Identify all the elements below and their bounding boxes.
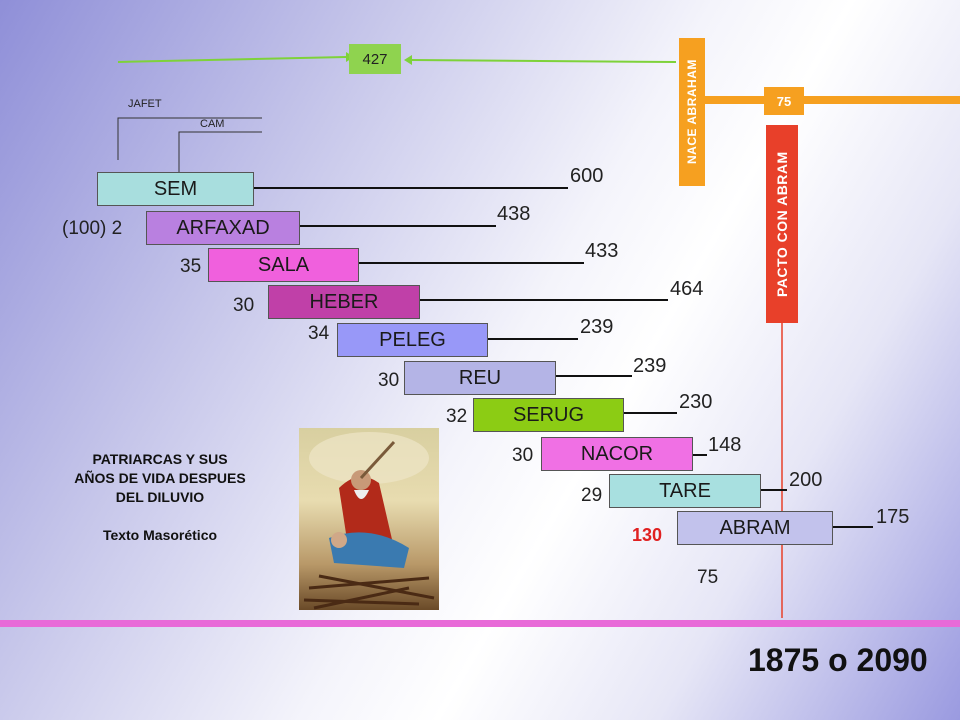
caption-line1: PATRIARCAS Y SUS bbox=[92, 451, 228, 467]
right-arrow bbox=[411, 59, 677, 63]
cam-label: CAM bbox=[200, 118, 225, 130]
offset-value: (100) 2 bbox=[62, 218, 123, 239]
patriarch-box-reu: REU bbox=[404, 361, 556, 395]
pacto-marker-value: 75 bbox=[776, 93, 792, 109]
jafet-bracket bbox=[117, 117, 262, 160]
caption-line3: DEL DILUVIO bbox=[115, 489, 205, 505]
patriarch-name: REU bbox=[458, 366, 502, 389]
patriarch-name: SERUG bbox=[512, 403, 585, 426]
years-value: 148 bbox=[708, 434, 742, 456]
years-value: 230 bbox=[679, 391, 713, 413]
patriarch-name: HEBER bbox=[309, 290, 379, 313]
nace-abraham-bar: NACE ABRAHAM bbox=[679, 38, 705, 186]
right-arrowhead-icon bbox=[404, 55, 412, 65]
lifespan-line bbox=[359, 262, 584, 264]
lifespan-line bbox=[624, 412, 677, 414]
patriarch-name: PELEG bbox=[379, 328, 446, 351]
patriarch-name: NACOR bbox=[580, 442, 654, 465]
patriarch-name: ARFAXAD bbox=[176, 216, 270, 239]
patriarch-name: ABRAM bbox=[719, 516, 791, 539]
offset-value-red: 130 bbox=[632, 525, 663, 545]
caption: PATRIARCAS Y SUS AÑOS DE VIDA DESPUES DE… bbox=[40, 450, 280, 545]
cam-bracket bbox=[178, 131, 262, 175]
patriarch-box-peleg: PELEG bbox=[337, 323, 488, 357]
years-value: 438 bbox=[497, 203, 531, 225]
patriarch-name: SALA bbox=[257, 253, 310, 276]
years-value: 200 bbox=[789, 469, 823, 491]
patriarch-box-sala: SALA bbox=[208, 248, 359, 282]
offset-value: 30 bbox=[512, 445, 534, 466]
lifespan-line bbox=[420, 299, 668, 301]
offset-value: 32 bbox=[446, 406, 468, 427]
offset-value: 29 bbox=[581, 485, 603, 506]
years-value: 239 bbox=[633, 355, 667, 377]
lifespan-line bbox=[488, 338, 578, 340]
lifespan-line bbox=[254, 187, 568, 189]
lifespan-line bbox=[693, 454, 707, 456]
nace-abraham-text: NACE ABRAHAM bbox=[685, 59, 699, 165]
jafet-label: JAFET bbox=[128, 98, 162, 110]
painting-icon bbox=[303, 432, 435, 610]
pacto-text: PACTO CON ABRAM bbox=[774, 151, 790, 297]
lifespan-line bbox=[300, 225, 496, 227]
abram-below-value: 75 bbox=[697, 567, 719, 588]
patriarch-box-arfaxad: ARFAXAD bbox=[146, 211, 300, 245]
pacto-bar: PACTO CON ABRAM bbox=[766, 125, 798, 323]
offset-value: 30 bbox=[233, 295, 255, 316]
offset-value: 34 bbox=[308, 323, 330, 344]
years-value: 175 bbox=[876, 506, 910, 528]
patriarch-box-nacor: NACOR bbox=[541, 437, 693, 471]
lifespan-line bbox=[556, 375, 632, 377]
patriarch-name: TARE bbox=[659, 479, 711, 502]
patriarch-box-abram: ABRAM bbox=[677, 511, 833, 545]
patriarch-box-heber: HEBER bbox=[268, 285, 420, 319]
lifespan-line bbox=[761, 489, 787, 491]
patriarch-name: SEM bbox=[153, 177, 198, 200]
left-arrow bbox=[117, 56, 347, 63]
years-value: 464 bbox=[670, 278, 704, 300]
caption-line2: AÑOS DE VIDA DESPUES bbox=[74, 470, 246, 486]
pink-baseline bbox=[0, 620, 960, 627]
offset-value: 30 bbox=[378, 370, 400, 391]
orange-bar bbox=[694, 96, 960, 104]
top-box-value: 427 bbox=[362, 50, 388, 68]
patriarch-box-sem: SEM bbox=[97, 172, 254, 206]
abraham-isaac-illustration bbox=[299, 428, 439, 610]
patriarch-box-tare: TARE bbox=[609, 474, 761, 508]
offset-value: 35 bbox=[180, 256, 202, 277]
years-value: 239 bbox=[580, 316, 614, 338]
years-value: 600 bbox=[570, 165, 604, 187]
patriarch-box-serug: SERUG bbox=[473, 398, 624, 432]
caption-line4: Texto Masorético bbox=[102, 527, 218, 543]
lifespan-line bbox=[833, 526, 873, 528]
top-box-427: 427 bbox=[349, 44, 401, 74]
pacto-marker-box: 75 bbox=[764, 87, 804, 115]
total-years: 1875 o 2090 bbox=[748, 642, 928, 678]
years-value: 433 bbox=[585, 240, 619, 262]
